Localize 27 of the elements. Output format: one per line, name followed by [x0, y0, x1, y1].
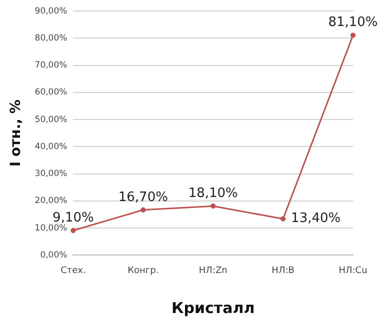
point	[210, 204, 216, 209]
y-tick-label: 20,00%	[34, 196, 68, 206]
x-tick-label: НЛ:B	[272, 266, 294, 276]
y-tick-label: 90,00%	[34, 6, 68, 16]
y-tick-label: 80,00%	[34, 33, 68, 44]
y-tick-label: 70,00%	[34, 60, 68, 71]
y-axis-title: I отн., %	[8, 100, 24, 167]
data-label: 13,40%	[291, 211, 341, 226]
x-tick-label: НЛ:Zn	[198, 266, 228, 276]
data-label: 18,10%	[188, 186, 238, 201]
x-tick-label: Конгр.	[128, 266, 159, 276]
data-label: 81,10%	[328, 15, 378, 30]
y-tick-label: 50,00%	[34, 114, 68, 125]
data-label: 16,70%	[118, 190, 168, 205]
y-tick-label: 10,00%	[34, 223, 68, 234]
y-tick-label: 0,00%	[40, 250, 68, 260]
data-label: 9,10%	[52, 210, 94, 226]
y-tick-label: 40,00%	[34, 142, 68, 152]
x-axis-title: Кристалл	[172, 298, 255, 317]
point	[70, 228, 76, 234]
y-tick-label: 30,00%	[34, 169, 68, 180]
point	[280, 216, 286, 222]
x-tick-label: НЛ:Cu	[338, 266, 368, 276]
point	[140, 207, 146, 212]
x-tick-label: Стех.	[60, 266, 86, 276]
y-tick-label: 60,00%	[34, 88, 68, 98]
point	[350, 32, 356, 38]
